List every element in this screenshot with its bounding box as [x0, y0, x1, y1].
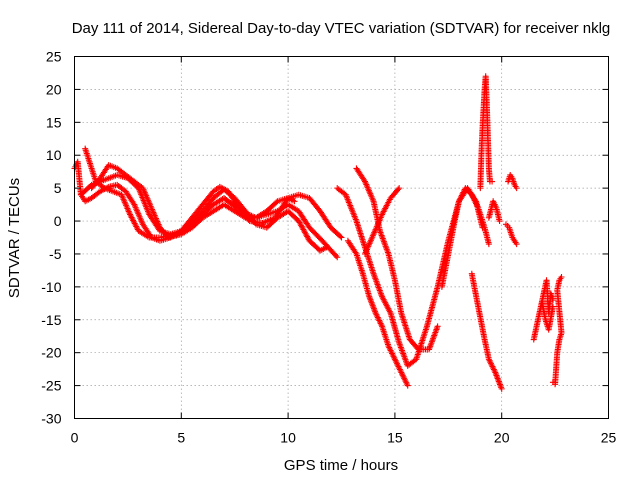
y-tick-label: 15	[46, 114, 62, 130]
data-point	[414, 345, 421, 352]
y-tick-label: 0	[54, 213, 62, 229]
y-axis-title: SDTVAR / TECUs	[6, 178, 23, 298]
x-tick-label: 10	[280, 430, 296, 446]
data-point	[558, 273, 565, 280]
y-tick-label: -30	[41, 411, 61, 427]
x-axis-title: GPS time / hours	[284, 457, 398, 474]
data-point	[513, 185, 520, 192]
x-tick-label: 15	[387, 430, 403, 446]
data-point	[549, 297, 556, 304]
data-point	[513, 241, 520, 248]
data-point	[485, 241, 492, 248]
data-marks	[71, 73, 565, 392]
data-point	[463, 186, 470, 193]
y-tick-labels: -30 -25 -20 -15 -10 -5 0 5 10 15 20 25	[41, 49, 61, 427]
x-tick-label: 5	[177, 430, 185, 446]
data-point	[323, 244, 330, 251]
x-tick-label: 0	[71, 430, 79, 446]
data-point	[549, 303, 556, 310]
data-point	[395, 186, 402, 193]
data-point	[291, 198, 298, 205]
data-point	[496, 218, 503, 225]
y-tick-label: 20	[46, 81, 62, 97]
data-point	[396, 185, 403, 192]
data-point	[498, 385, 505, 392]
y-tick-label: 10	[46, 147, 62, 163]
data-point	[434, 323, 441, 330]
data-point	[489, 178, 496, 185]
y-tick-label: -10	[41, 279, 61, 295]
x-tick-labels: 0 5 10 15 20 25	[71, 430, 617, 446]
y-tick-label: -5	[49, 246, 62, 262]
y-tick-label: -25	[41, 378, 61, 394]
chart-title: Day 111 of 2014, Sidereal Day-to-day VTE…	[72, 20, 611, 37]
data-point	[464, 187, 471, 194]
data-point	[99, 184, 106, 191]
y-tick-label: -15	[41, 312, 61, 328]
plot-frame	[74, 56, 609, 419]
y-tick-label: -20	[41, 345, 61, 361]
data-point	[404, 382, 411, 389]
data-point	[338, 234, 345, 241]
x-tick-label: 20	[494, 430, 510, 446]
axis-ticks	[74, 56, 609, 419]
data-point	[333, 252, 340, 259]
data-point	[334, 254, 341, 261]
y-tick-label: 5	[54, 180, 62, 196]
x-tick-label: 25	[601, 430, 617, 446]
data-point	[337, 233, 344, 240]
data-point	[462, 185, 469, 192]
data-point	[466, 189, 473, 196]
y-tick-label: 25	[46, 49, 62, 65]
